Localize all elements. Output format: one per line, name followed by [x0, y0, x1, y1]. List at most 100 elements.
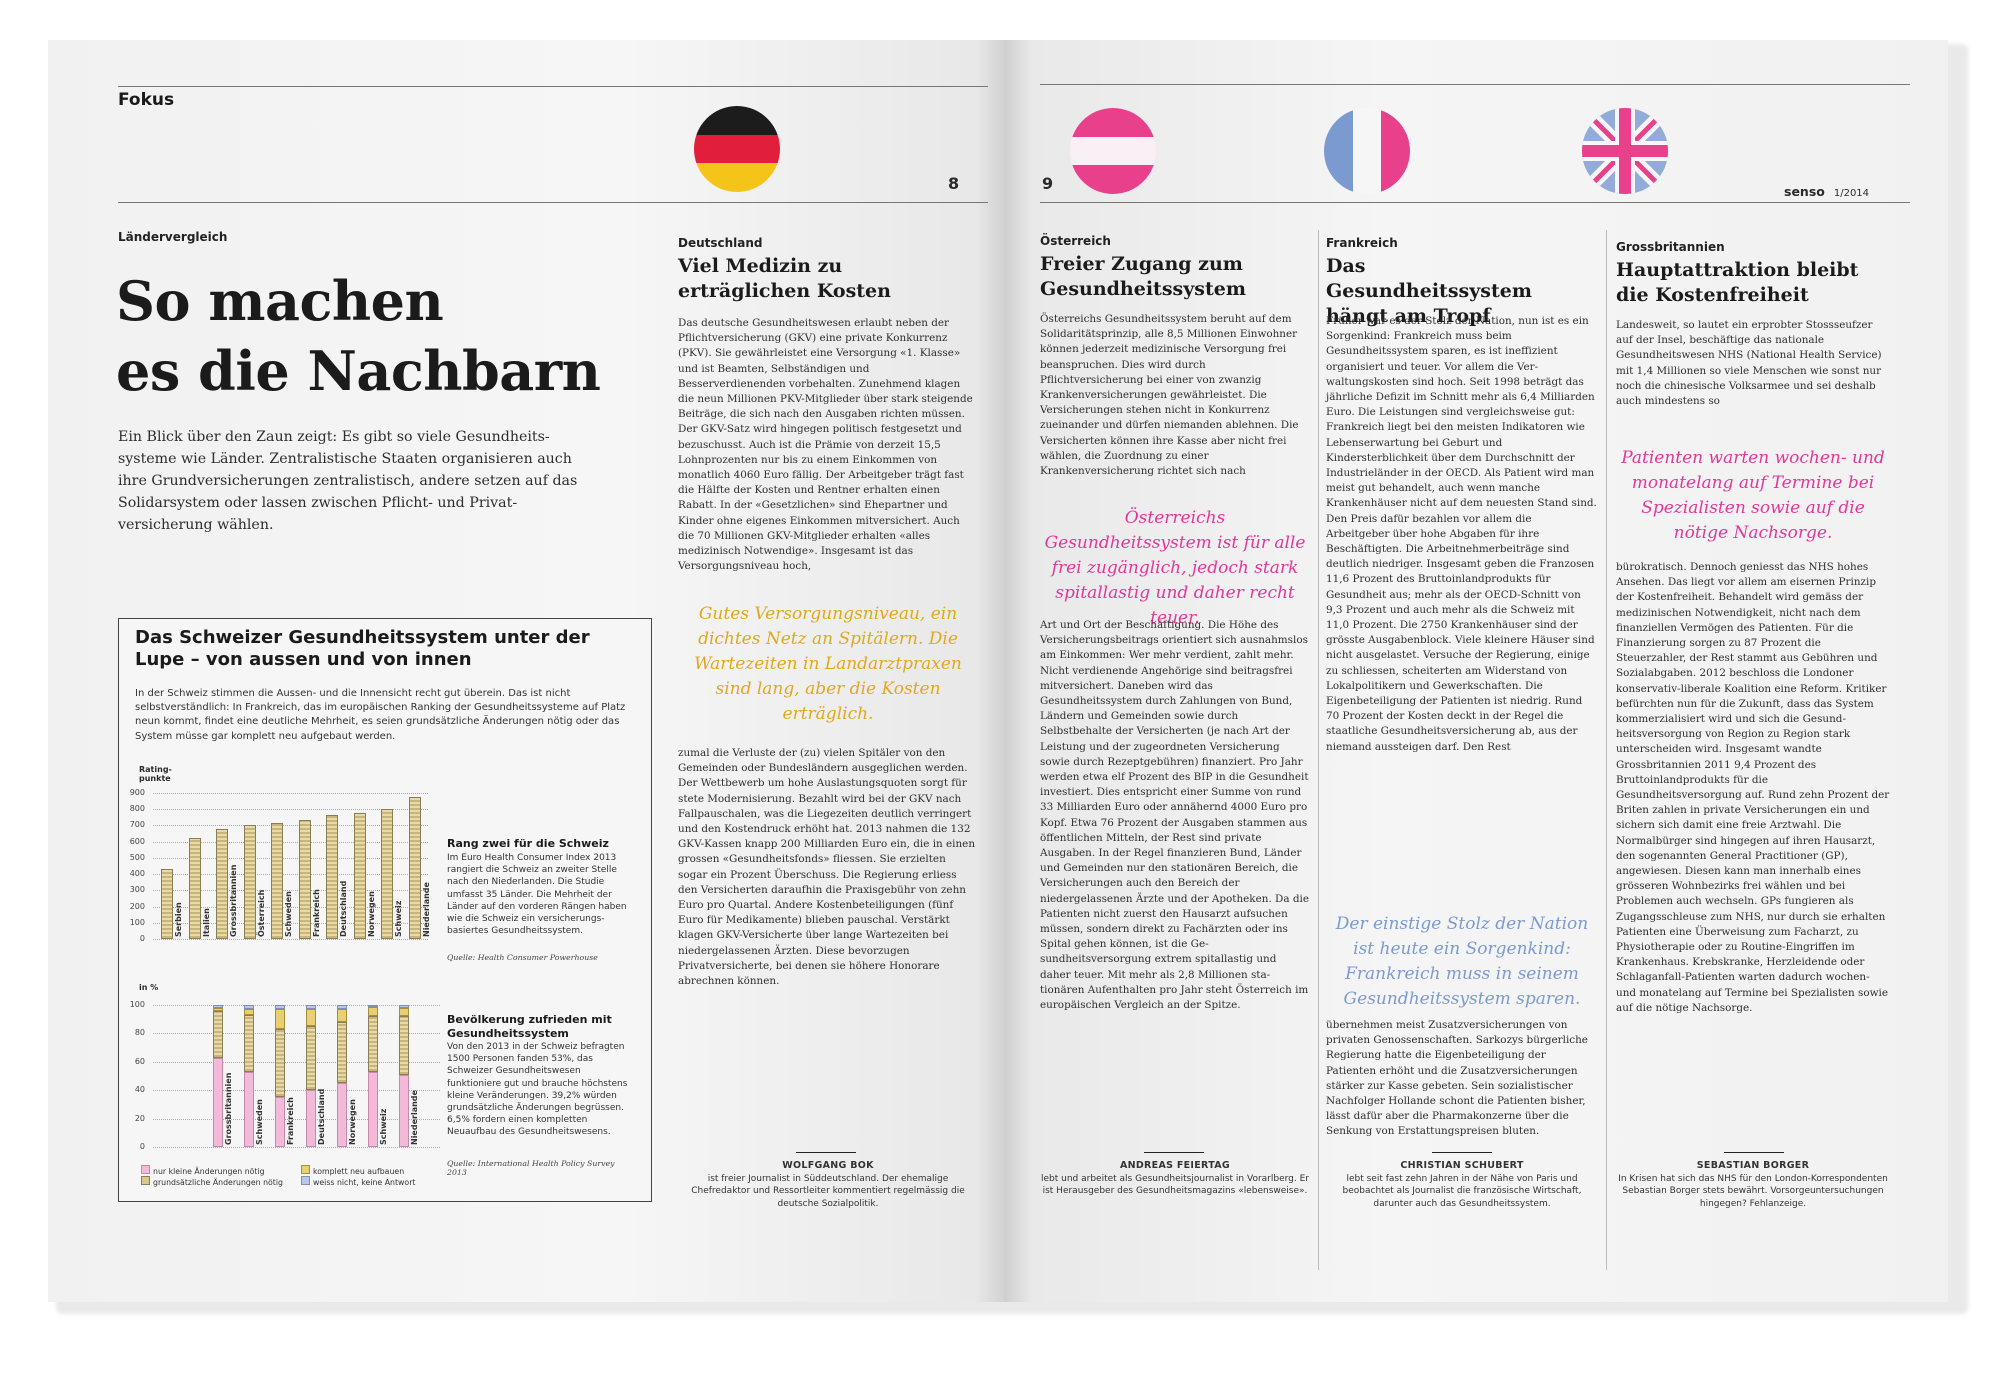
chart1-gridline [153, 890, 428, 892]
fr-author: CHRISTIAN SCHUBERT lebt seit fast zehn J… [1326, 1160, 1598, 1210]
header-rule-right [1040, 202, 1910, 203]
chart1-bar [326, 814, 338, 939]
infobox-title: Das Schweizer Gesundheitssystem unter de… [135, 627, 590, 670]
chart1-category-label: Italien [201, 908, 211, 937]
uk-body-2: bürokratisch. Dennoch geniesst das NHS h… [1616, 561, 1890, 1014]
chart2-gridline [153, 1118, 440, 1120]
chart2-segment [368, 1006, 378, 1017]
fr-author-bio: lebt seit fast zehn Jahren in der Nähe v… [1342, 1173, 1582, 1209]
france-flag-icon [1324, 108, 1410, 194]
chart2-segment [275, 1029, 285, 1098]
chart2-tick: 100 [129, 1000, 145, 1009]
chart1-tick: 400 [129, 869, 145, 879]
chart2-tick: 60 [134, 1056, 145, 1066]
top-rule [118, 86, 988, 87]
chart2-segment [337, 1009, 347, 1023]
chart2-segment [275, 1009, 285, 1030]
chart2-segment [244, 1014, 254, 1072]
chart1-gridline [153, 906, 428, 908]
chart2-category-label: Schweden [255, 1099, 264, 1145]
uk-author-rule [1724, 1152, 1784, 1153]
chart1-category-label: Grossbritannien [229, 864, 238, 937]
chart2-category-label: Grossbritannien [224, 1072, 233, 1145]
chart1-tick: 200 [129, 901, 145, 911]
chart1-tick: 700 [129, 820, 145, 830]
chart2-gridline [153, 1033, 440, 1035]
page-number: 8 [948, 174, 960, 193]
section-label: Fokus [118, 90, 175, 110]
chart1-category-label: Deutschland [339, 880, 348, 937]
brand-name: senso [1784, 184, 1825, 199]
fr-kicker: Frankreich [1326, 236, 1398, 250]
chart2-segment [213, 1057, 223, 1147]
chart1-bar [216, 828, 228, 939]
chart1-gridline [153, 922, 428, 924]
chart2-gridline [153, 1061, 440, 1063]
chart1-caption-title: Rang zwei für die Schweiz [447, 837, 609, 850]
lead-text: Ein Blick über den Zaun zeigt: Es gibt s… [118, 429, 578, 533]
chart2-tick: 20 [134, 1113, 145, 1123]
legend-label: komplett neu aufbauen [313, 1167, 405, 1176]
chart-satisfaction: in % 100 80 60 40 20 0 Grossbritannien Schweden… [119, 979, 440, 1159]
chart2-segment [399, 1016, 409, 1075]
chart2-tick: 80 [134, 1028, 145, 1038]
chart1-bar [188, 837, 201, 939]
chart2-segment [306, 1090, 316, 1147]
fr-body-2: übernehmen meist Zusatzversicherungen vo… [1326, 1019, 1588, 1138]
legend-label: grundsätzliche Änderungen nötig [153, 1178, 283, 1187]
chart2-segment [275, 1097, 285, 1147]
chart2-segment [368, 1071, 378, 1147]
title-line-1: So machen [116, 269, 444, 333]
column-divider [1318, 230, 1319, 1270]
at-quote: Österreichs Gesundheitssystem ist für al… [1044, 508, 1306, 628]
chart-ranking: Rating-punkte 900 800 700 600 500 400 300 200 10… [119, 759, 439, 959]
chart2-segment [244, 1071, 254, 1147]
uk-body-1: Landesweit, so lautet ein erprobter Stos… [1616, 319, 1882, 408]
chart1-tick: 0 [139, 934, 145, 943]
chart2-ylabel: in % [139, 983, 159, 992]
chart1-gridline [153, 874, 428, 876]
chart1-category-label: Norwegen [366, 891, 376, 937]
title-line-2: es die Nachbarn [116, 339, 601, 403]
chart2-category-label: Frankreich [286, 1097, 295, 1145]
fr-body-1: Früher war es der Stolz der Nation, nun … [1326, 315, 1597, 753]
fr-author-rule [1432, 1152, 1492, 1153]
chart2-segment [399, 1005, 409, 1008]
chart2-gridline [153, 1005, 440, 1006]
uk-author-name: SEBASTIAN BORGER [1696, 1160, 1810, 1171]
chart1-tick: 800 [129, 804, 145, 814]
chart2-segment [368, 1005, 378, 1007]
chart1-tick: 600 [129, 836, 145, 846]
chart1-category-label: Schweden [284, 891, 293, 937]
chart1-gridline [153, 841, 428, 843]
fr-author-name: CHRISTIAN SCHUBERT [1400, 1160, 1524, 1171]
chart2-gridline [153, 1147, 440, 1148]
chart2-segment [244, 1005, 254, 1010]
uk-flag-icon [1582, 108, 1668, 194]
left-page: Fokus 8 Ländervergleich So machen es die… [48, 40, 1004, 1302]
top-rule-right [1040, 84, 1910, 85]
germany-flag-icon [694, 106, 780, 192]
uk-kicker: Grossbritannien [1616, 240, 1725, 254]
chart2-source: Quelle: International Health Policy Surv… [447, 1159, 615, 1177]
header-rule [118, 202, 988, 203]
chart1-gridline [153, 939, 428, 940]
chart1-plot: 900 800 700 600 500 400 300 200 100 0 Serbien Itali… [119, 759, 439, 959]
chart1-bar [353, 813, 366, 939]
page-title: So machen es die Nachbarn [116, 266, 601, 406]
chart1-tick: 100 [129, 917, 145, 927]
chart1-ylabel: Rating-punkte [139, 765, 172, 783]
de-author-bio: ist freier Journalist in Süddeutschland.… [691, 1173, 965, 1209]
right-page: 9 senso 1/2014 Österreich Freier Zugang … [1004, 40, 1948, 1302]
at-kicker: Österreich [1040, 234, 1111, 248]
chart2-segment [275, 1005, 285, 1010]
legend-item-fundamental: grundsätzliche Änderungen nötig [141, 1176, 301, 1188]
fr-quote: Der einstige Stolz der Nation ist heute … [1335, 914, 1589, 1009]
chart2-segment [399, 1007, 409, 1017]
austria-flag-icon [1070, 108, 1156, 194]
uk-headline: Hauptattraktion bleibt die Kostenfreihei… [1616, 259, 1859, 306]
infobox-intro: In der Schweiz stimmen die Aussen- und d… [135, 688, 626, 742]
overview-kicker: Ländervergleich [118, 230, 228, 244]
at-body-1: Österreichs Gesundheitssystem beruht auf… [1040, 313, 1299, 478]
at-headline: Freier Zugang zum Gesundheitssystem [1040, 253, 1246, 300]
